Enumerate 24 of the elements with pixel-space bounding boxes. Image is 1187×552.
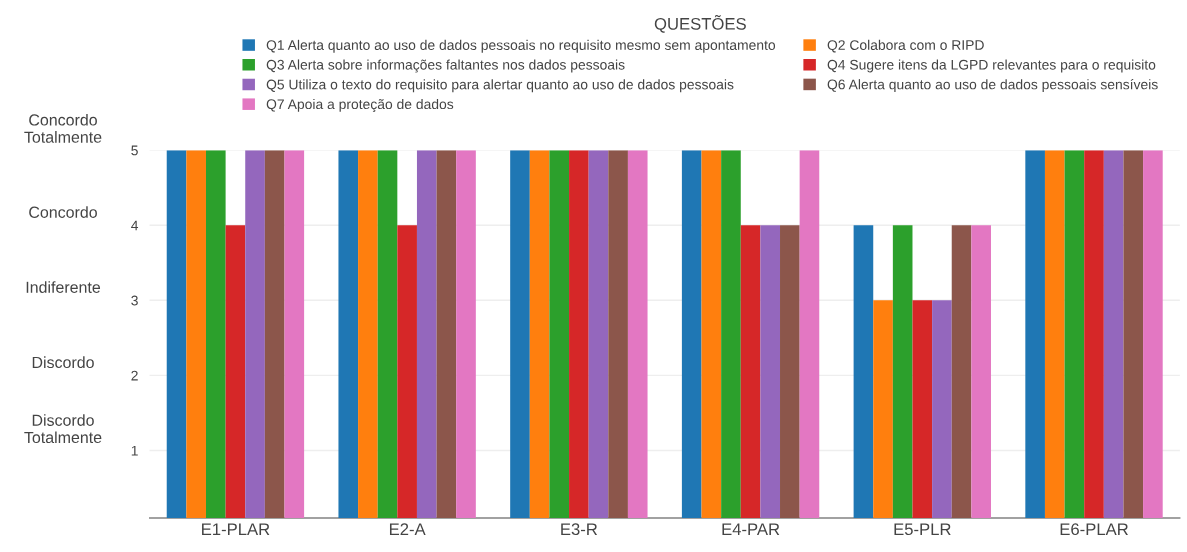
- y-tick-label: 5: [131, 145, 138, 156]
- text: Discordo: [32, 356, 94, 369]
- legend-label: Q7 Apoia a proteção de dados: [266, 98, 454, 112]
- y-tick-label: 2: [131, 370, 138, 381]
- x-tick-label: E2-A: [389, 523, 426, 535]
- x-tick-label: E1-PLAR: [202, 523, 270, 535]
- legend-label: Q3 Alerta sobre informações faltantes nos dados pessoais: [266, 59, 625, 73]
- x-tick-label: E5-PLR: [894, 523, 951, 536]
- x-tick-label: E3-R: [561, 523, 598, 536]
- x-tick-label: E6-PLAR: [1060, 523, 1128, 536]
- legend-label: Q2 Colabora com o RIPD: [827, 39, 984, 53]
- text: Discordo Totalmente: [24, 414, 102, 444]
- y-tick-label: 1: [131, 445, 138, 456]
- legend-label: Q4 Sugere itens da LGPD relevantes para o requisito: [827, 59, 1156, 73]
- legend-label: Q1 Alerta quanto ao uso de dados pessoais no requisito mesmo sem apontamento: [266, 39, 776, 53]
- legend-title: QUESTÕES: [654, 14, 746, 33]
- y-tick-label: 3: [131, 295, 138, 306]
- text: Indiferente: [26, 281, 101, 293]
- legend-label: Q6 Alerta quanto ao uso de dados pessoais sensíveis: [827, 78, 1158, 93]
- text: Concordo Totalmente: [24, 113, 102, 143]
- x-tick-label: E4-PAR: [722, 523, 780, 535]
- legend-label: Q5 Utiliza o texto do requisito para alertar quanto ao uso de dados pessoais: [266, 79, 734, 93]
- text: Concordo: [29, 206, 97, 218]
- y-tick-label: 4: [131, 220, 139, 231]
